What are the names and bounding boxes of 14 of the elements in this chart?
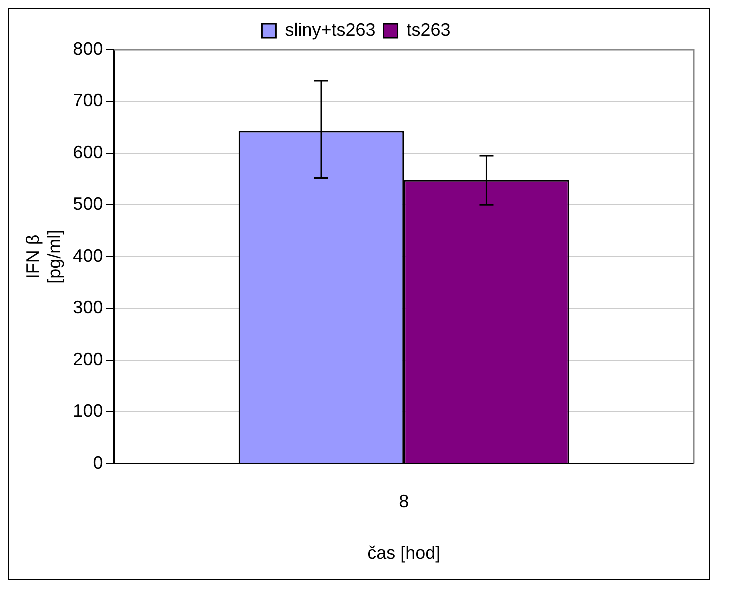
x-axis-title: čas [hod] bbox=[368, 543, 441, 564]
y-tick-label: 0 bbox=[93, 452, 104, 473]
y-axis-title: IFN β [pg/ml] bbox=[22, 230, 64, 284]
y-tick-label: 800 bbox=[73, 38, 104, 59]
x-tick-label: 8 bbox=[399, 492, 410, 512]
legend-label: sliny+ts263 bbox=[285, 20, 376, 40]
y-tick-label: 200 bbox=[73, 349, 104, 370]
y-tick-label: 600 bbox=[73, 142, 104, 162]
y-tick-label: 300 bbox=[73, 298, 104, 318]
y-tick-label: 500 bbox=[73, 194, 104, 214]
y-tick-label: 400 bbox=[73, 246, 104, 266]
legend-label: ts263 bbox=[406, 20, 451, 40]
y-tick-label: 100 bbox=[73, 401, 104, 422]
y-tick-label: 700 bbox=[73, 90, 104, 111]
